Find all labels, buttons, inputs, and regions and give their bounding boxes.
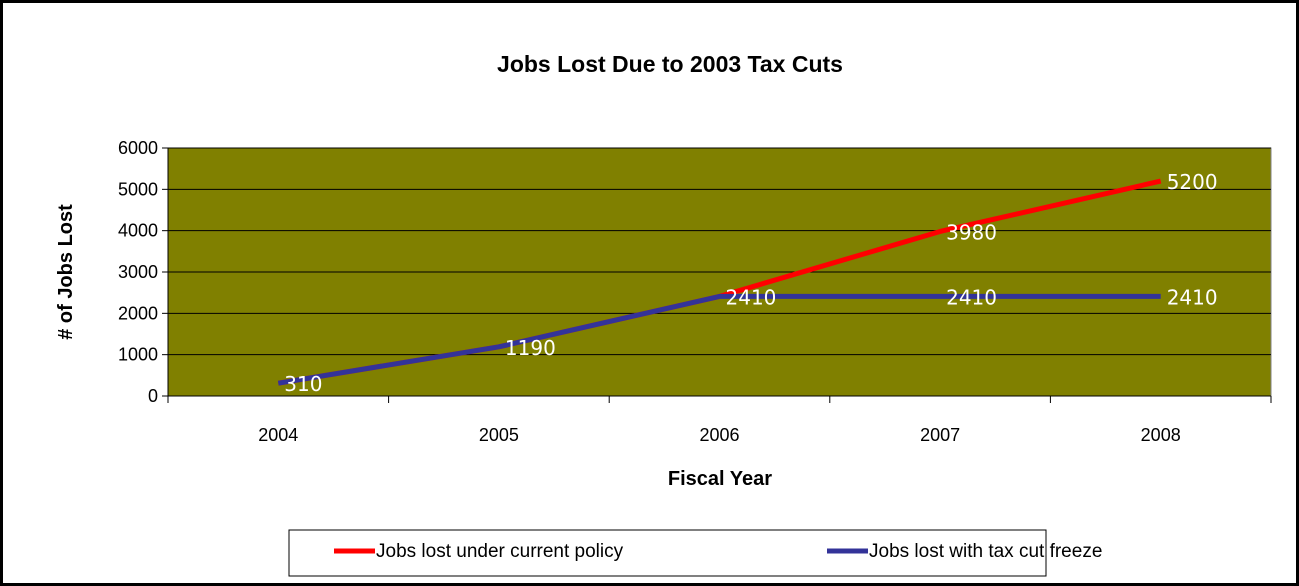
data-label: 2410 — [946, 285, 997, 309]
y-tick-label: 6000 — [118, 138, 158, 158]
y-tick-label: 5000 — [118, 179, 158, 199]
y-tick-label: 1000 — [118, 345, 158, 365]
chart-title: Jobs Lost Due to 2003 Tax Cuts — [497, 51, 843, 77]
y-axis-title: # of Jobs Lost — [55, 204, 77, 340]
data-label: 1190 — [505, 336, 556, 360]
x-axis-ticks: 2004 2005 2006 2007 2008 — [167, 396, 1272, 445]
data-label: 5200 — [1167, 170, 1218, 194]
x-axis-title: Fiscal Year — [668, 468, 772, 490]
series-line-1 — [277, 293, 1161, 386]
data-label: 2410 — [1167, 285, 1218, 309]
data-label: 310 — [284, 372, 322, 396]
y-tick-label: 0 — [148, 386, 158, 406]
legend-label-tax-cut-freeze: Jobs lost with tax cut freeze — [869, 541, 1102, 562]
data-label: 2410 — [726, 285, 777, 309]
x-tick-label: 2008 — [1141, 425, 1181, 445]
x-tick-label: 2004 — [258, 425, 298, 445]
data-labels: 3980 5200 310 1190 2410 2410 2410 — [284, 170, 1217, 396]
y-tick-label: 4000 — [118, 221, 158, 241]
series-lines — [277, 178, 1162, 386]
x-tick-label: 2007 — [920, 425, 960, 445]
x-tick-label: 2005 — [479, 425, 519, 445]
gridlines — [168, 147, 1271, 356]
legend: Jobs lost under current policy Jobs lost… — [288, 529, 1102, 577]
data-label: 3980 — [946, 220, 997, 244]
y-tick-label: 2000 — [118, 303, 158, 323]
legend-label-current-policy: Jobs lost under current policy — [376, 541, 624, 562]
y-tick-label: 3000 — [118, 262, 158, 282]
legend-box — [288, 529, 1047, 577]
x-tick-label: 2006 — [699, 425, 739, 445]
y-axis-ticks: 0 1000 2000 3000 4000 5000 6000 — [118, 138, 168, 406]
